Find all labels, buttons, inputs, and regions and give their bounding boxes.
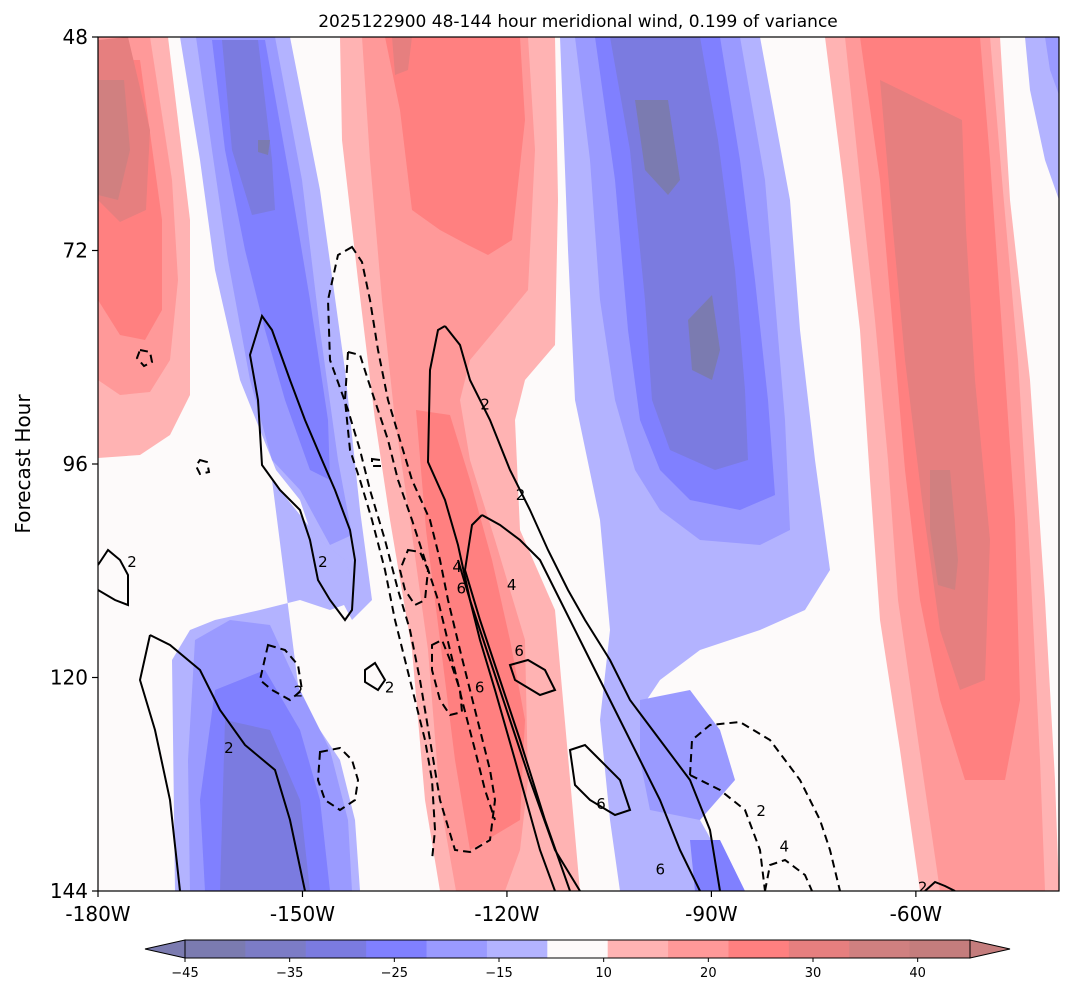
colorbar-swatch	[728, 940, 790, 958]
contour-value-label: 2	[318, 553, 328, 571]
contour-value-label: 6	[475, 678, 485, 696]
y-axis-label: Forecast Hour	[11, 394, 35, 534]
colorbar-swatch	[547, 940, 609, 958]
y-tick-label: 96	[63, 452, 88, 476]
colorbar-swatch	[305, 940, 367, 958]
y-tick-label: 48	[63, 25, 88, 49]
contour-value-label: 2	[756, 802, 766, 820]
colorbar-tick-label: 20	[700, 966, 717, 981]
colorbar-swatch	[788, 940, 850, 958]
contour-value-label: 6	[514, 642, 524, 660]
contour-value-label: 2	[918, 878, 928, 896]
x-axis-ticks: -180W -150W -120W -90W -60W	[65, 891, 942, 926]
contour-value-label: 2	[224, 739, 234, 757]
contour-value-label: 4	[780, 838, 790, 856]
solid-contour-lines	[98, 313, 956, 891]
colorbar-swatch	[607, 940, 669, 958]
contour-value-label: 2	[127, 553, 137, 571]
y-axis-ticks: 48 72 96 120 144	[50, 25, 98, 903]
contour-value-label: 2	[516, 486, 526, 504]
x-tick-label: -180W	[65, 902, 130, 926]
colorbar-swatch	[185, 940, 246, 958]
x-tick-label: -90W	[685, 902, 738, 926]
colorbar: −45 −35 −25 −15 10 20 30 40	[144, 939, 1011, 981]
contour-value-label: 6	[596, 795, 606, 813]
colorbar-swatch	[849, 940, 911, 958]
colorbar-tick-label: −15	[485, 966, 512, 981]
contour-value-label: 6	[456, 580, 466, 598]
y-tick-label: 120	[50, 666, 88, 690]
contour-value-label: 2	[385, 678, 395, 696]
colorbar-swatch	[366, 940, 428, 958]
contour-value-label: 2	[294, 683, 304, 701]
colorbar-swatch	[668, 940, 729, 958]
colorbar-swatch	[486, 940, 548, 958]
colorbar-over-arrow	[969, 939, 1011, 959]
dashed-contour-lines	[135, 245, 841, 891]
colorbar-swatch	[909, 940, 971, 958]
colorbar-swatch	[426, 940, 488, 958]
x-tick-label: -150W	[270, 902, 335, 926]
colorbar-tick-label: 30	[805, 966, 822, 981]
colorbar-tick-label: −25	[381, 966, 408, 981]
colorbar-tick-label: −45	[171, 966, 198, 981]
colorbar-under-arrow	[144, 939, 186, 959]
colorbar-tick-label: 10	[595, 966, 612, 981]
y-tick-label: 144	[50, 879, 88, 903]
contour-value-label: 4	[507, 576, 517, 594]
y-tick-label: 72	[63, 239, 88, 263]
chart-title: 2025122900 48-144 hour meridional wind, …	[318, 12, 838, 32]
colorbar-tick-label: −35	[276, 966, 303, 981]
colorbar-tick-label: 40	[909, 966, 926, 981]
contour-value-label: 2	[480, 395, 490, 413]
x-tick-label: -60W	[890, 902, 943, 926]
negative-wind-fill	[172, 37, 1059, 891]
contour-value-label: 4	[452, 558, 462, 576]
colorbar-swatch	[245, 940, 307, 958]
x-tick-label: -120W	[474, 902, 539, 926]
colorbar-frame	[184, 939, 971, 959]
contour-value-label: 6	[656, 861, 666, 879]
